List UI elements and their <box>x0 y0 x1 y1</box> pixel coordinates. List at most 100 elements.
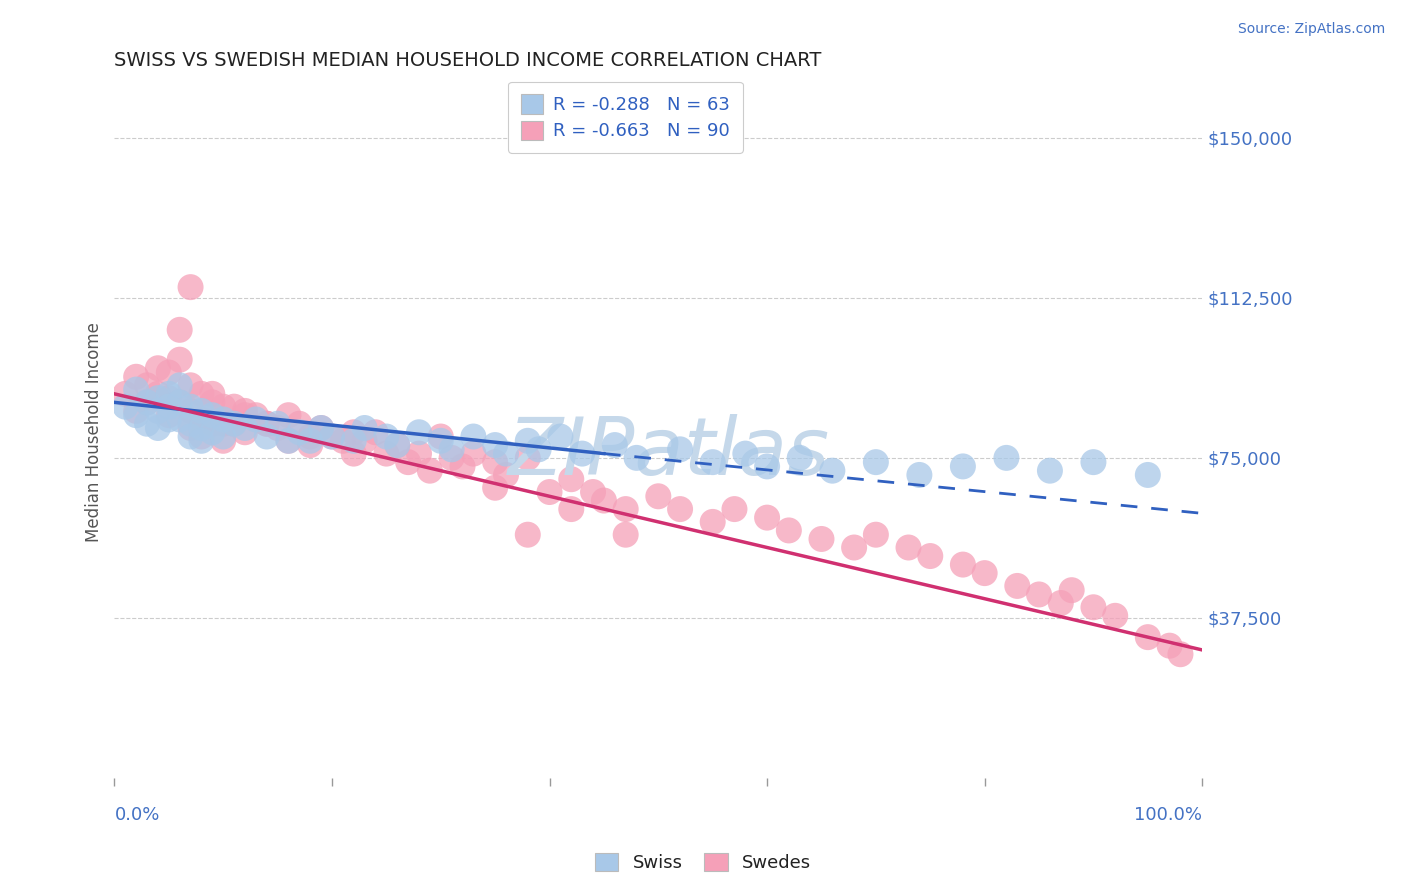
Point <box>375 447 398 461</box>
Text: ZIPatlas: ZIPatlas <box>508 414 831 492</box>
Point <box>463 447 485 461</box>
Point <box>146 361 169 376</box>
Text: 0.0%: 0.0% <box>114 805 160 823</box>
Point <box>1039 464 1062 478</box>
Point <box>973 566 995 581</box>
Point <box>180 421 202 435</box>
Point <box>212 434 235 448</box>
Point <box>256 417 278 431</box>
Point <box>451 459 474 474</box>
Point <box>190 434 212 448</box>
Point <box>1060 583 1083 598</box>
Point <box>157 408 180 422</box>
Point <box>136 395 159 409</box>
Point <box>169 395 191 409</box>
Point <box>463 429 485 443</box>
Point <box>114 400 136 414</box>
Point <box>169 323 191 337</box>
Point <box>756 459 779 474</box>
Point <box>723 502 745 516</box>
Point <box>114 387 136 401</box>
Point <box>1049 596 1071 610</box>
Point <box>169 412 191 426</box>
Text: Source: ZipAtlas.com: Source: ZipAtlas.com <box>1237 22 1385 37</box>
Point <box>190 412 212 426</box>
Point <box>756 510 779 524</box>
Point <box>669 502 692 516</box>
Point <box>169 395 191 409</box>
Point <box>146 404 169 418</box>
Point <box>538 485 561 500</box>
Point <box>169 352 191 367</box>
Point <box>266 421 288 435</box>
Point <box>353 434 375 448</box>
Point <box>321 429 343 443</box>
Point <box>212 429 235 443</box>
Y-axis label: Median Household Income: Median Household Income <box>86 322 103 542</box>
Point <box>734 447 756 461</box>
Point <box>157 412 180 426</box>
Point <box>343 425 366 440</box>
Point <box>626 450 648 465</box>
Point <box>897 541 920 555</box>
Point <box>277 434 299 448</box>
Point <box>1083 600 1105 615</box>
Point <box>256 429 278 443</box>
Point <box>1104 608 1126 623</box>
Point <box>309 421 332 435</box>
Point <box>157 391 180 405</box>
Point <box>125 404 148 418</box>
Point <box>669 442 692 457</box>
Point <box>277 434 299 448</box>
Point <box>647 489 669 503</box>
Point <box>125 369 148 384</box>
Point <box>212 400 235 414</box>
Point <box>516 434 538 448</box>
Point <box>527 442 550 457</box>
Point <box>865 455 887 469</box>
Point <box>190 404 212 418</box>
Point <box>190 387 212 401</box>
Point <box>364 425 387 440</box>
Point <box>212 417 235 431</box>
Point <box>495 467 517 482</box>
Text: 100.0%: 100.0% <box>1135 805 1202 823</box>
Point <box>299 438 322 452</box>
Point <box>1083 455 1105 469</box>
Point <box>343 434 366 448</box>
Point <box>865 527 887 541</box>
Point <box>266 417 288 431</box>
Point <box>288 425 311 440</box>
Point <box>952 558 974 572</box>
Point <box>125 408 148 422</box>
Point <box>180 378 202 392</box>
Point <box>396 455 419 469</box>
Point <box>920 549 942 563</box>
Point <box>201 425 224 440</box>
Point <box>593 493 616 508</box>
Legend: Swiss, Swedes: Swiss, Swedes <box>586 844 820 881</box>
Point <box>233 404 256 418</box>
Point <box>516 450 538 465</box>
Point <box>1028 587 1050 601</box>
Point <box>180 280 202 294</box>
Point <box>429 434 451 448</box>
Point <box>136 378 159 392</box>
Point <box>571 447 593 461</box>
Point <box>1007 579 1029 593</box>
Point <box>1170 647 1192 661</box>
Point <box>233 408 256 422</box>
Point <box>245 412 267 426</box>
Point <box>484 455 506 469</box>
Point <box>299 429 322 443</box>
Point <box>582 485 605 500</box>
Point <box>157 400 180 414</box>
Point <box>560 472 582 486</box>
Point <box>180 404 202 418</box>
Point <box>440 442 463 457</box>
Point <box>1136 467 1159 482</box>
Point <box>550 429 572 443</box>
Point <box>702 515 724 529</box>
Point <box>789 450 811 465</box>
Point <box>245 408 267 422</box>
